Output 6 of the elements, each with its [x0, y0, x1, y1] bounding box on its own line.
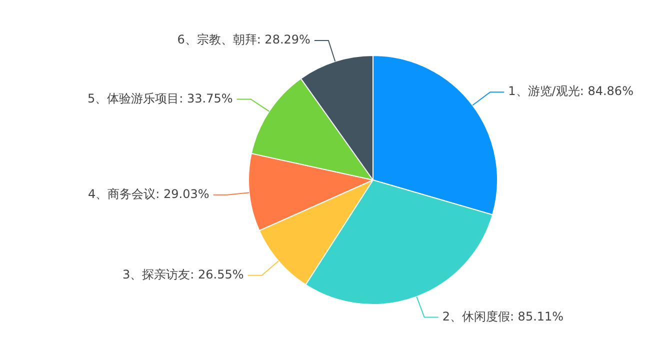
slice-label: 1、游览/观光: 84.86%	[508, 84, 634, 98]
slice-label: 3、探亲访友: 26.55%	[122, 267, 244, 282]
slice-label: 5、体验游乐项目: 33.75%	[88, 91, 233, 106]
slice-label: 2、休闲度假: 85.11%	[442, 309, 564, 324]
slice-label: 4、商务会议: 29.03%	[88, 187, 210, 202]
slice-label: 6、宗教、朝拜: 28.29%	[177, 32, 310, 47]
